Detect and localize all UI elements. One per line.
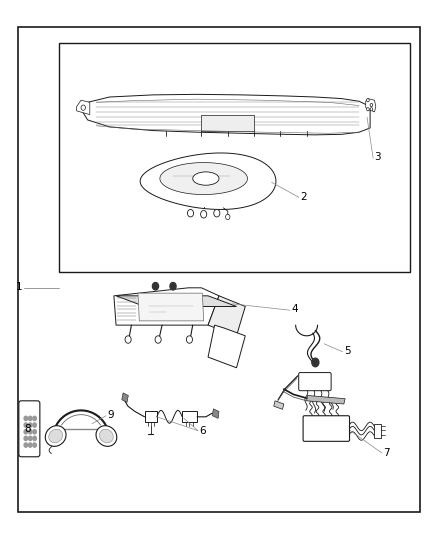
Circle shape [187, 336, 193, 343]
Circle shape [28, 423, 32, 427]
Text: 9: 9 [107, 410, 114, 421]
Ellipse shape [99, 429, 113, 443]
Ellipse shape [49, 429, 63, 443]
Circle shape [226, 214, 230, 220]
Text: 1: 1 [15, 282, 22, 293]
Polygon shape [140, 153, 276, 209]
Text: 4: 4 [291, 304, 298, 314]
Polygon shape [274, 401, 284, 409]
Circle shape [155, 336, 161, 343]
Circle shape [367, 108, 369, 111]
Polygon shape [77, 100, 90, 115]
Circle shape [370, 108, 373, 111]
Circle shape [170, 282, 176, 290]
Text: 6: 6 [199, 426, 206, 437]
Circle shape [24, 416, 28, 421]
Polygon shape [160, 163, 247, 195]
Circle shape [33, 436, 36, 440]
Circle shape [28, 436, 32, 440]
Circle shape [152, 282, 159, 290]
Circle shape [125, 336, 131, 343]
Circle shape [24, 430, 28, 434]
Circle shape [81, 105, 85, 110]
Circle shape [33, 423, 36, 427]
Polygon shape [208, 325, 245, 368]
Polygon shape [208, 296, 245, 336]
Circle shape [33, 416, 36, 421]
Ellipse shape [45, 426, 66, 446]
Polygon shape [114, 288, 219, 325]
Circle shape [214, 209, 220, 217]
Circle shape [33, 430, 36, 434]
Polygon shape [366, 99, 376, 112]
Text: 2: 2 [300, 192, 307, 202]
Ellipse shape [96, 426, 117, 446]
Ellipse shape [193, 172, 219, 185]
Circle shape [28, 416, 32, 421]
Polygon shape [116, 296, 237, 306]
Circle shape [24, 443, 28, 447]
Polygon shape [138, 293, 204, 321]
Circle shape [24, 436, 28, 440]
FancyBboxPatch shape [19, 401, 40, 457]
FancyBboxPatch shape [299, 373, 331, 391]
Text: 3: 3 [374, 152, 381, 162]
Text: 8: 8 [24, 424, 31, 434]
FancyBboxPatch shape [303, 416, 350, 441]
Circle shape [187, 209, 194, 217]
Circle shape [33, 443, 36, 447]
Circle shape [28, 443, 32, 447]
Circle shape [370, 103, 373, 107]
Circle shape [367, 99, 369, 102]
Polygon shape [145, 411, 157, 422]
Polygon shape [182, 411, 197, 422]
Bar [59, 43, 410, 272]
Polygon shape [212, 409, 219, 418]
Circle shape [28, 430, 32, 434]
Circle shape [201, 211, 207, 218]
Polygon shape [307, 395, 345, 404]
Circle shape [312, 358, 319, 367]
Text: 5: 5 [344, 346, 350, 357]
Circle shape [24, 423, 28, 427]
Polygon shape [122, 393, 128, 402]
Text: 7: 7 [383, 448, 390, 458]
Polygon shape [81, 94, 370, 135]
Polygon shape [201, 115, 254, 131]
Polygon shape [374, 424, 381, 438]
